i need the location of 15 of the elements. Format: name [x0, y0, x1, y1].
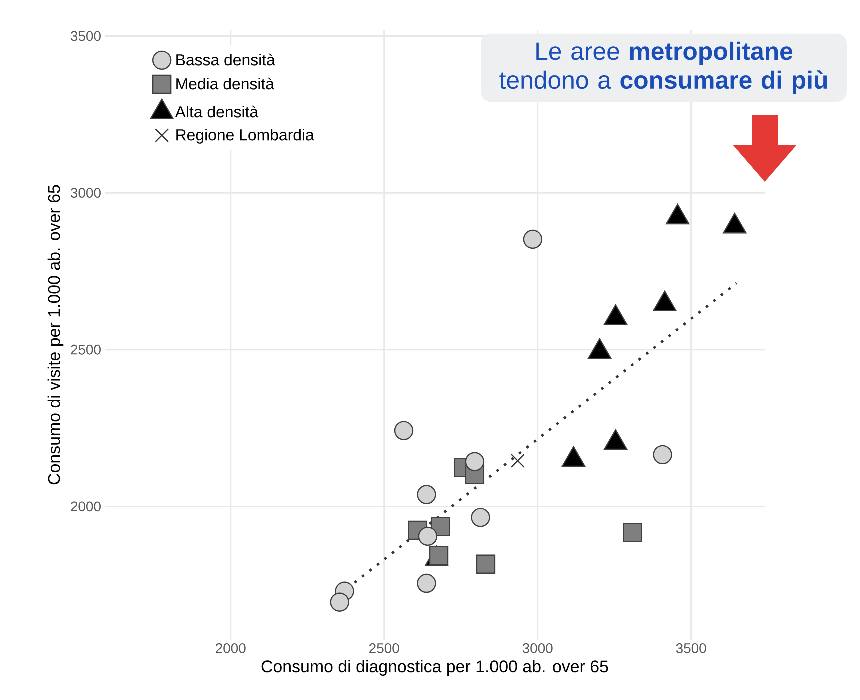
- legend-label: Alta densità: [175, 106, 259, 118]
- annotation: Le aree metropolitane tendono a consumare di più: [500, 42, 828, 94]
- legend-label: Media densità: [176, 78, 275, 90]
- x-tick-label: 3500: [676, 643, 706, 654]
- y-tick-label: 3000: [70, 188, 101, 198]
- x-tick-label: 2000: [216, 643, 246, 654]
- x-tick-label: 2500: [370, 643, 400, 654]
- legend-label: Bassa densità: [176, 54, 276, 66]
- x-axis-title: Consumo di diagnostica per 1.000 ab. over 65: [262, 660, 608, 676]
- y-tick-label: 2500: [71, 344, 101, 355]
- x-tick-label: 3000: [522, 643, 553, 654]
- y-axis-title: Consumo di visite per 1.000 ab. over 65: [48, 185, 64, 485]
- y-tick-label: 2000: [71, 502, 101, 512]
- legend-label: Regione Lombardia: [176, 129, 314, 144]
- y-tick-label: 3500: [70, 31, 101, 42]
